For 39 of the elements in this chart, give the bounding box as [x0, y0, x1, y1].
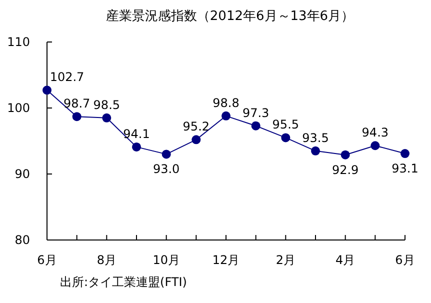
data-label: 92.9 [332, 162, 359, 177]
point [370, 141, 380, 150]
data-label: 93.5 [302, 130, 329, 145]
data-label: 95.2 [182, 120, 210, 134]
y-tick-label: 90 [14, 167, 30, 181]
point [340, 150, 350, 160]
data-label: 97.3 [242, 106, 270, 120]
data-label: 94.1 [123, 126, 150, 141]
point [311, 146, 320, 156]
data-label: 102.7 [50, 70, 84, 84]
y-tick-label: 110 [7, 35, 30, 49]
x-tick-label: 2月 [276, 253, 296, 267]
x-tick-label: 6月 [37, 253, 57, 267]
point [72, 112, 82, 122]
point [102, 113, 112, 122]
y-tick-label: 80 [14, 233, 30, 247]
point [192, 135, 201, 144]
data-label: 98.8 [212, 96, 240, 110]
x-tick-label: 6月 [395, 253, 415, 267]
point [400, 149, 410, 158]
data-label: 98.5 [93, 98, 120, 112]
data-label: 93.0 [152, 162, 180, 176]
point [132, 142, 141, 152]
chart-title: 産業景況感指数（2012年6月～13年6月） [106, 8, 354, 24]
y-tick-label: 100 [7, 101, 30, 115]
x-tick-label: 4月 [336, 253, 356, 267]
point [281, 133, 290, 142]
data-label: 98.7 [63, 96, 90, 111]
data-label: 95.5 [272, 118, 300, 132]
x-tick-label: 10月 [152, 253, 180, 267]
x-tick-label: 8月 [96, 253, 116, 267]
point [162, 150, 171, 159]
data-label: 93.1 [392, 162, 418, 176]
point [251, 121, 260, 130]
point [222, 111, 230, 120]
text: 出所:タイ工業連盟(FTI) [60, 275, 187, 289]
data-label: 94.3 [362, 126, 389, 140]
x-tick-label: 12月 [212, 253, 240, 267]
point [42, 86, 52, 95]
